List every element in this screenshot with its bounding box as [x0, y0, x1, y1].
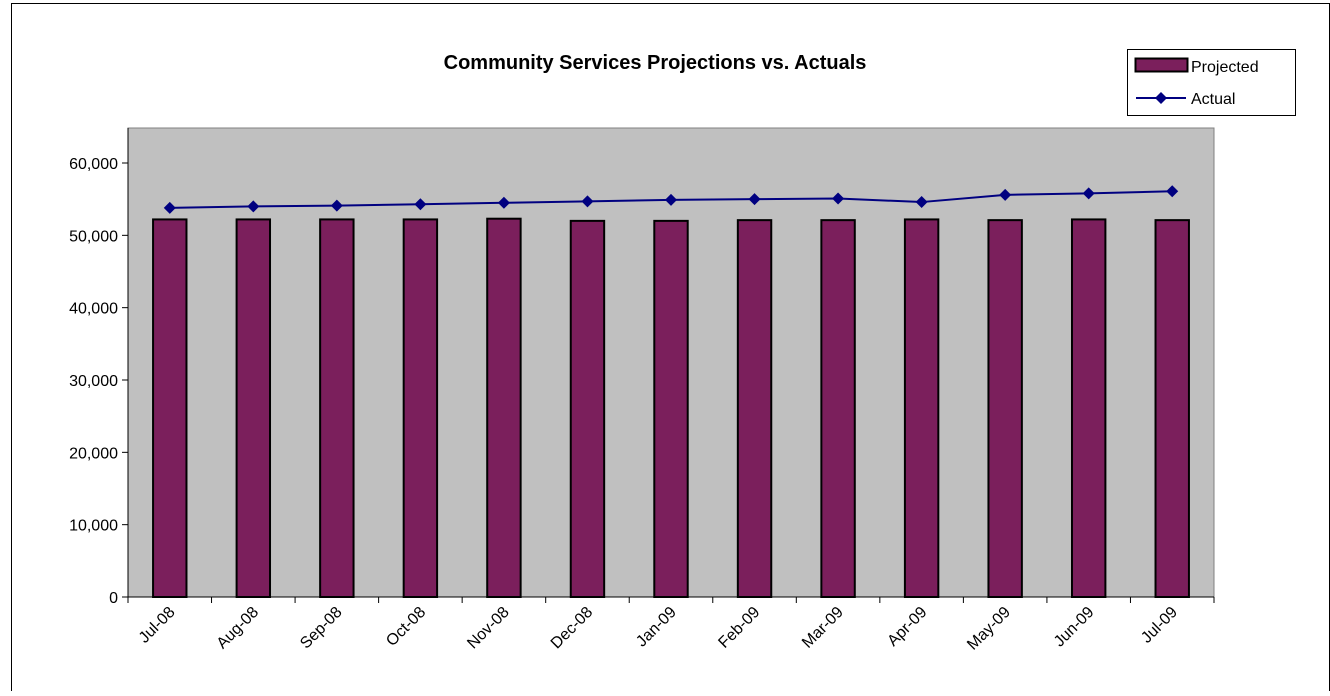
bar-projected-jun-09	[1070, 218, 1107, 598]
bar-projected-jul-09	[1154, 219, 1190, 598]
bar-projected-dec-08	[569, 219, 606, 598]
bar-projected-mar-09	[820, 219, 856, 598]
legend-swatch-projected	[1134, 57, 1189, 73]
marker-actual-mar-09	[832, 192, 845, 205]
bar-projected-may-09	[987, 219, 1023, 598]
y-tick-label: 30,000	[69, 373, 118, 390]
marker-actual-jul-09	[1166, 185, 1179, 198]
marker-actual-jan-09	[665, 193, 677, 206]
line-layer	[163, 185, 1179, 214]
bar-projected-jan-09	[653, 219, 689, 598]
marker-actual-dec-08	[581, 195, 594, 208]
bar-projected-feb-09	[736, 219, 773, 598]
legend: Projected Actual	[1127, 49, 1296, 116]
bar-projected-jul-08	[152, 218, 188, 598]
bars-layer	[152, 217, 1190, 599]
marker-actual-feb-09	[748, 193, 761, 206]
marker-actual-jul-08	[163, 201, 176, 214]
marker-actual-jun-09	[1082, 187, 1095, 200]
marker-actual-nov-08	[497, 196, 510, 209]
legend-marker-actual	[1155, 92, 1167, 104]
y-tick-label: 10,000	[69, 518, 118, 535]
bar-projected-aug-08	[235, 218, 272, 598]
legend-label-actual: Actual	[1191, 91, 1235, 108]
marker-actual-sep-08	[330, 199, 343, 212]
marker-actual-apr-09	[915, 196, 928, 209]
marker-actual-may-09	[999, 188, 1012, 201]
y-tick-label: 0	[109, 590, 118, 607]
y-tick-label: 50,000	[69, 228, 118, 245]
bar-projected-sep-08	[319, 218, 355, 598]
marker-actual-aug-08	[247, 200, 260, 213]
bar-projected-oct-08	[402, 218, 439, 598]
y-tick-label: 20,000	[69, 445, 118, 462]
y-tick-label: 60,000	[69, 156, 118, 173]
y-tick-label: 40,000	[69, 301, 118, 318]
bar-projected-nov-08	[486, 217, 522, 599]
legend-label-projected: Projected	[1191, 59, 1259, 76]
bar-projected-apr-09	[903, 218, 940, 598]
chart-title: Community Services Projections vs. Actua…	[444, 52, 867, 74]
marker-actual-oct-08	[414, 198, 427, 211]
